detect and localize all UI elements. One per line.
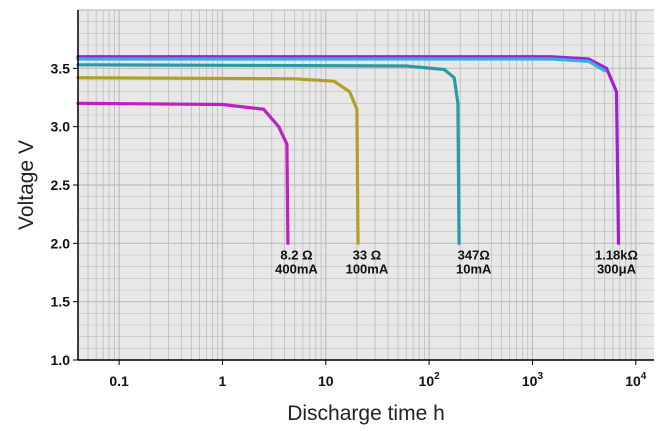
annotation-current: 10mA (456, 261, 492, 276)
x-tick-label: 0.1 (109, 373, 129, 389)
annotation-current: 300μA (597, 261, 637, 276)
annotation-current: 400mA (275, 261, 318, 276)
y-axis-title: Voltage V (15, 140, 38, 230)
x-tick-label: 1 (219, 373, 227, 389)
series-line-2 (76, 76, 360, 245)
annotation-resistance: 347Ω (458, 247, 490, 262)
x-tick-label: 104 (625, 371, 647, 389)
y-tick-label: 1.5 (51, 294, 71, 310)
grid (78, 9, 654, 361)
annotation-resistance: 33 Ω (353, 247, 382, 262)
annotation-resistance: 1.18kΩ (595, 247, 638, 262)
series-line-1 (76, 101, 290, 245)
x-axis-title: Discharge time h (287, 402, 445, 425)
annotation-resistance: 8.2 Ω (280, 247, 312, 262)
y-tick-label: 2.0 (51, 235, 71, 251)
series-line-3 (76, 63, 461, 245)
y-tick-label: 3.0 (51, 119, 71, 135)
y-tick-label: 3.5 (51, 60, 71, 76)
y-tick-label: 1.0 (51, 352, 71, 368)
x-tick-label: 102 (419, 371, 441, 389)
series-line-5 (76, 57, 607, 73)
series-line-4 (76, 55, 621, 245)
annotation-current: 100mA (346, 261, 389, 276)
x-tick-label: 103 (522, 371, 544, 389)
y-tick-label: 2.5 (51, 177, 71, 193)
axis-layer (73, 10, 654, 365)
x-tick-label: 10 (318, 373, 334, 389)
series-layer (76, 55, 621, 245)
